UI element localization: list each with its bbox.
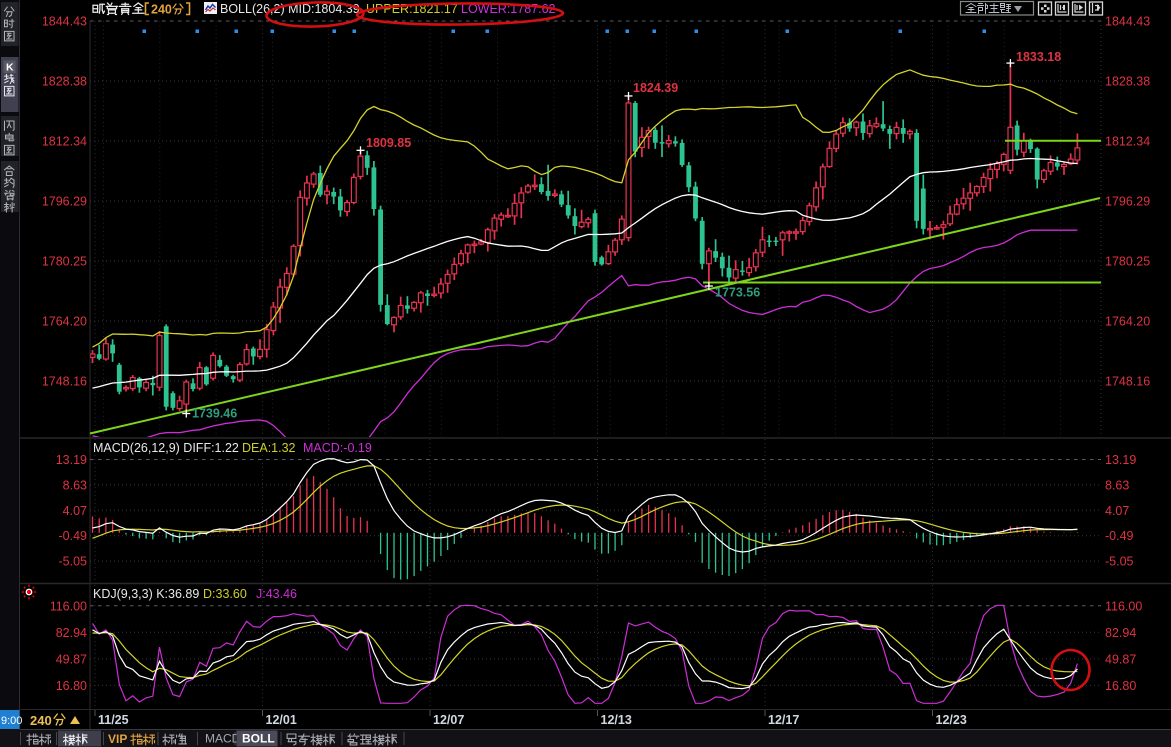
svg-text:8.63: 8.63 <box>1105 478 1129 492</box>
svg-text:1812.34: 1812.34 <box>42 135 87 149</box>
svg-text:-0.49: -0.49 <box>1105 529 1134 543</box>
svg-text:116.00: 116.00 <box>50 599 87 613</box>
svg-text:12/13: 12/13 <box>601 713 632 727</box>
svg-text:1844.43: 1844.43 <box>42 15 87 29</box>
svg-text:1812.34: 1812.34 <box>1105 135 1150 149</box>
svg-text:16.80: 16.80 <box>1105 679 1136 693</box>
svg-text:-5.05: -5.05 <box>1105 555 1134 569</box>
svg-text:12/07: 12/07 <box>433 713 464 727</box>
svg-text:1809.85: 1809.85 <box>366 136 411 150</box>
svg-text:MACD(26,12,9) DIFF:1.22: MACD(26,12,9) DIFF:1.22 <box>93 441 239 455</box>
svg-text:D:33.60: D:33.60 <box>203 587 247 601</box>
svg-text:1828.38: 1828.38 <box>42 75 87 89</box>
svg-text:116.00: 116.00 <box>1105 599 1142 613</box>
svg-text:BOLL: BOLL <box>242 732 275 746</box>
svg-text:82.94: 82.94 <box>1105 626 1136 640</box>
svg-text:9:00: 9:00 <box>1 715 22 727</box>
svg-text:12/01: 12/01 <box>266 713 297 727</box>
svg-text:1780.25: 1780.25 <box>1105 255 1150 269</box>
svg-text:8.63: 8.63 <box>63 478 87 492</box>
svg-text:240: 240 <box>151 3 172 17</box>
svg-text:1773.56: 1773.56 <box>715 286 760 300</box>
svg-text:1828.38: 1828.38 <box>1105 75 1150 89</box>
svg-text:1764.20: 1764.20 <box>42 315 87 329</box>
svg-text:13.19: 13.19 <box>1105 453 1136 467</box>
svg-text:1796.29: 1796.29 <box>1105 195 1150 209</box>
svg-text:13.19: 13.19 <box>56 453 87 467</box>
svg-text:-0.49: -0.49 <box>59 529 88 543</box>
svg-text:DEA:1.32: DEA:1.32 <box>242 441 296 455</box>
svg-text:-5.05: -5.05 <box>59 555 88 569</box>
svg-text:16.80: 16.80 <box>56 679 87 693</box>
svg-text:1833.18: 1833.18 <box>1016 50 1061 64</box>
svg-text:1796.29: 1796.29 <box>42 195 87 209</box>
svg-text:12/23: 12/23 <box>936 713 967 727</box>
svg-text:49.87: 49.87 <box>1105 652 1136 666</box>
svg-text:49.87: 49.87 <box>56 652 87 666</box>
svg-text:4.07: 4.07 <box>1105 504 1129 518</box>
svg-text:1739.46: 1739.46 <box>192 407 237 421</box>
svg-text:1844.43: 1844.43 <box>1105 15 1150 29</box>
svg-text:240: 240 <box>30 713 52 728</box>
svg-text:4.07: 4.07 <box>63 504 87 518</box>
svg-text:K: K <box>6 62 14 74</box>
svg-text:1748.16: 1748.16 <box>1105 375 1150 389</box>
svg-text:1748.16: 1748.16 <box>42 375 87 389</box>
svg-text:UPPER:1821.17: UPPER:1821.17 <box>366 2 458 16</box>
svg-text:11/25: 11/25 <box>98 713 129 727</box>
svg-text:1764.20: 1764.20 <box>1105 315 1150 329</box>
svg-text:VIP: VIP <box>108 732 127 746</box>
svg-text:12/17: 12/17 <box>768 713 799 727</box>
svg-text:1824.39: 1824.39 <box>633 81 678 95</box>
svg-text:BOLL(26,2) MID:1804.39: BOLL(26,2) MID:1804.39 <box>220 2 360 16</box>
svg-text:KDJ(9,3,3) K:36.89: KDJ(9,3,3) K:36.89 <box>93 587 199 601</box>
svg-text:MACD: MACD <box>205 732 241 746</box>
svg-text:1780.25: 1780.25 <box>42 255 87 269</box>
svg-text:82.94: 82.94 <box>56 626 87 640</box>
svg-text:J:43.46: J:43.46 <box>256 587 297 601</box>
svg-text:MACD:-0.19: MACD:-0.19 <box>303 441 372 455</box>
